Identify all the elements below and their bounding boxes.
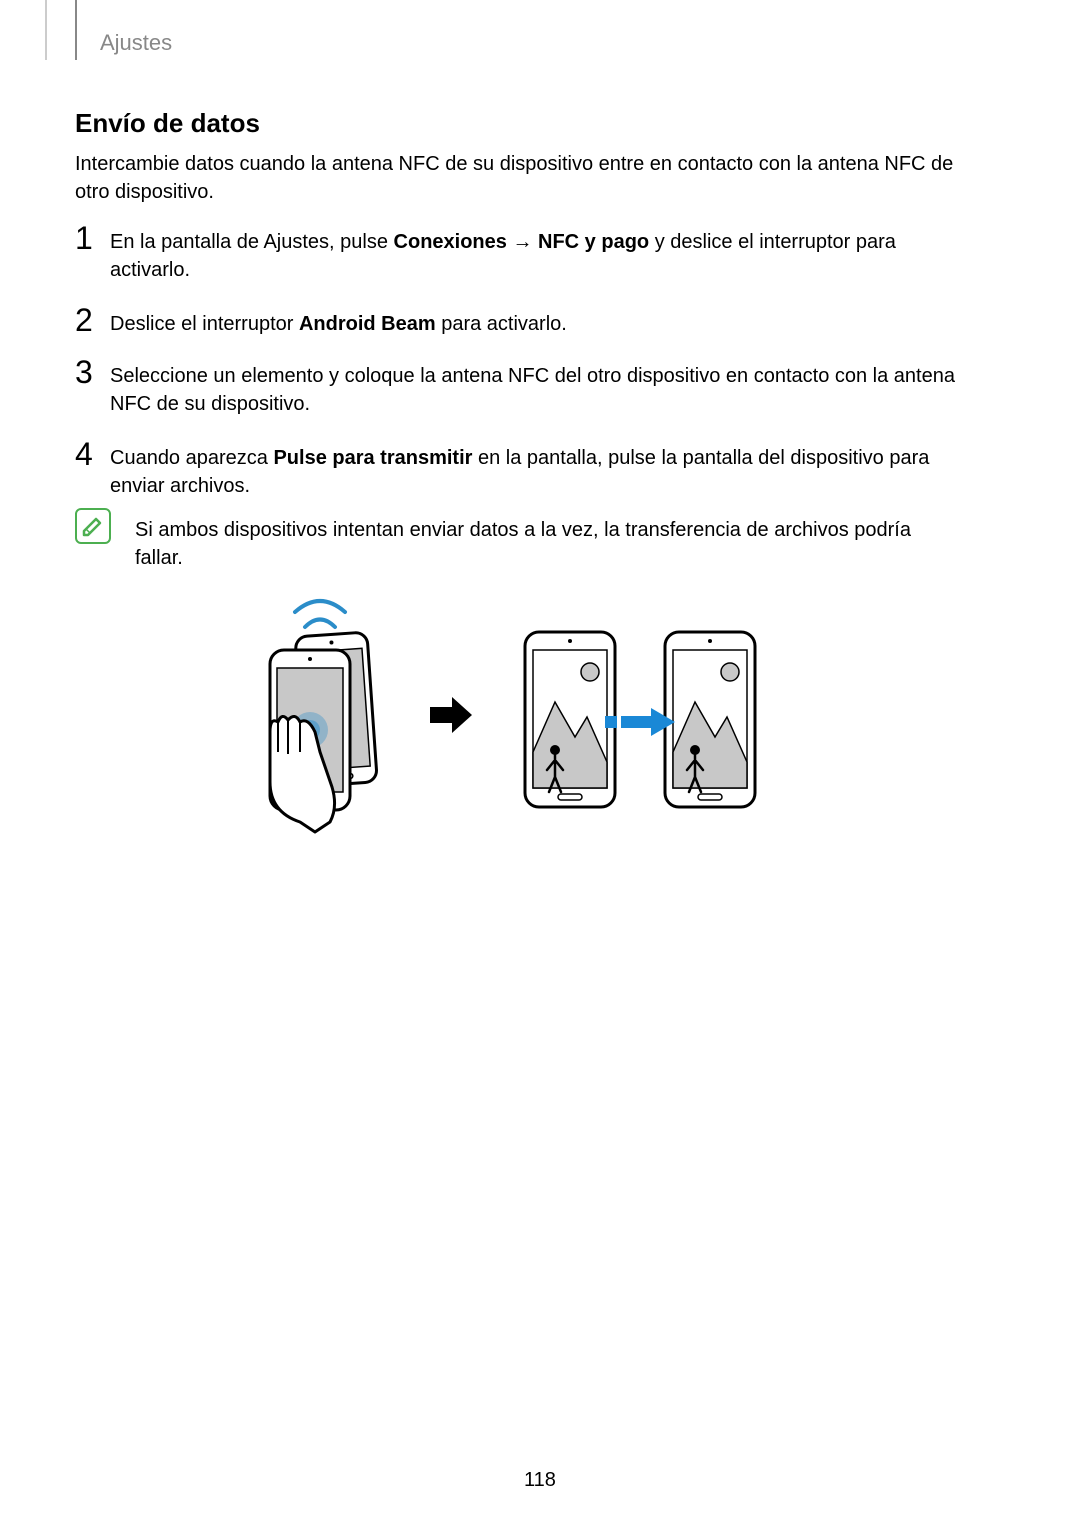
header-divider xyxy=(75,0,77,60)
step-text-part: Cuando aparezca xyxy=(110,447,273,469)
step-text-bold: NFC y pago xyxy=(538,231,649,253)
step-text: En la pantalla de Ajustes, pulse Conexio… xyxy=(110,228,960,284)
note-text: Si ambos dispositivos intentan enviar da… xyxy=(135,516,955,572)
page-header: Ajustes xyxy=(100,30,172,56)
header-divider-light xyxy=(45,0,47,60)
step-text-bold: Conexiones xyxy=(394,231,507,253)
step-number: 4 xyxy=(75,436,93,473)
nfc-illustration xyxy=(235,582,795,842)
step-number: 3 xyxy=(75,354,93,391)
step-text-part: Deslice el interruptor xyxy=(110,313,299,335)
step-text: Deslice el interruptor Android Beam para… xyxy=(110,310,960,338)
note-icon xyxy=(75,508,111,544)
section-title: Envío de datos xyxy=(75,108,260,139)
step-text-part: para activarlo. xyxy=(436,313,567,335)
step-text: Cuando aparezca Pulse para transmitir en… xyxy=(110,444,960,500)
page-number: 118 xyxy=(75,1469,1005,1492)
step-number: 2 xyxy=(75,302,93,339)
step-text-bold: Pulse para transmitir xyxy=(273,447,472,469)
intro-paragraph: Intercambie datos cuando la antena NFC d… xyxy=(75,150,965,206)
step-number: 1 xyxy=(75,220,93,257)
step-text: Seleccione un elemento y coloque la ante… xyxy=(110,362,960,418)
step-text-bold: Android Beam xyxy=(299,313,436,335)
step-arrow: → xyxy=(507,231,538,253)
step-text-part: En la pantalla de Ajustes, pulse xyxy=(110,231,394,253)
